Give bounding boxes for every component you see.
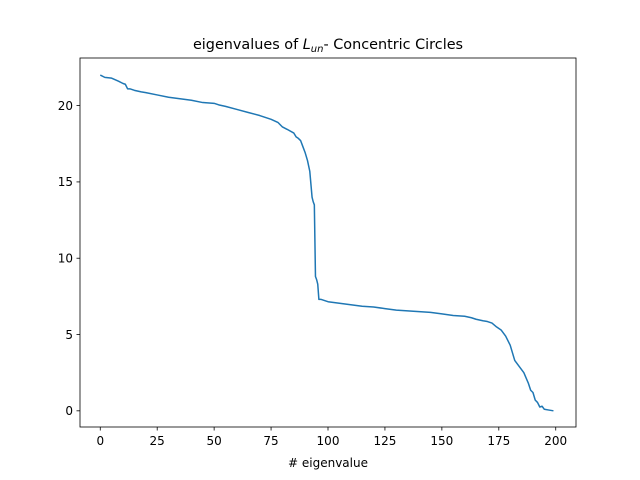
x-tick-label: 200 — [544, 434, 567, 448]
plot-area — [80, 58, 576, 427]
x-tick-label: 50 — [206, 434, 221, 448]
x-tick-label: 0 — [96, 434, 104, 448]
x-tick-label: 100 — [317, 434, 340, 448]
x-tick-label: 150 — [430, 434, 453, 448]
y-axis-ticks: 0 5 10 15 20 — [58, 99, 80, 418]
x-axis-label: # eigenvalue — [288, 456, 368, 470]
y-tick-label: 20 — [58, 99, 73, 113]
y-tick-label: 15 — [58, 175, 73, 189]
x-tick-label: 175 — [487, 434, 510, 448]
y-tick-label: 5 — [65, 328, 73, 342]
series-layer — [99, 74, 554, 412]
x-tick-label: 25 — [150, 434, 165, 448]
y-tick-label: 10 — [58, 252, 73, 266]
x-tick-label: 75 — [263, 434, 278, 448]
y-tick-label: 0 — [65, 404, 73, 418]
chart-title-subscript: un — [311, 44, 324, 55]
chart-title-symbol: L — [303, 37, 311, 53]
chart-title: eigenvalues of Lun- Concentric Circles — [193, 37, 463, 55]
series-line-0 — [99, 74, 554, 412]
x-axis-ticks: 0 25 50 75 100 125 150 175 200 — [96, 427, 567, 448]
x-tick-label: 125 — [373, 434, 396, 448]
chart-title-suffix: - Concentric Circles — [323, 37, 463, 53]
chart-title-prefix: eigenvalues of — [193, 37, 303, 53]
